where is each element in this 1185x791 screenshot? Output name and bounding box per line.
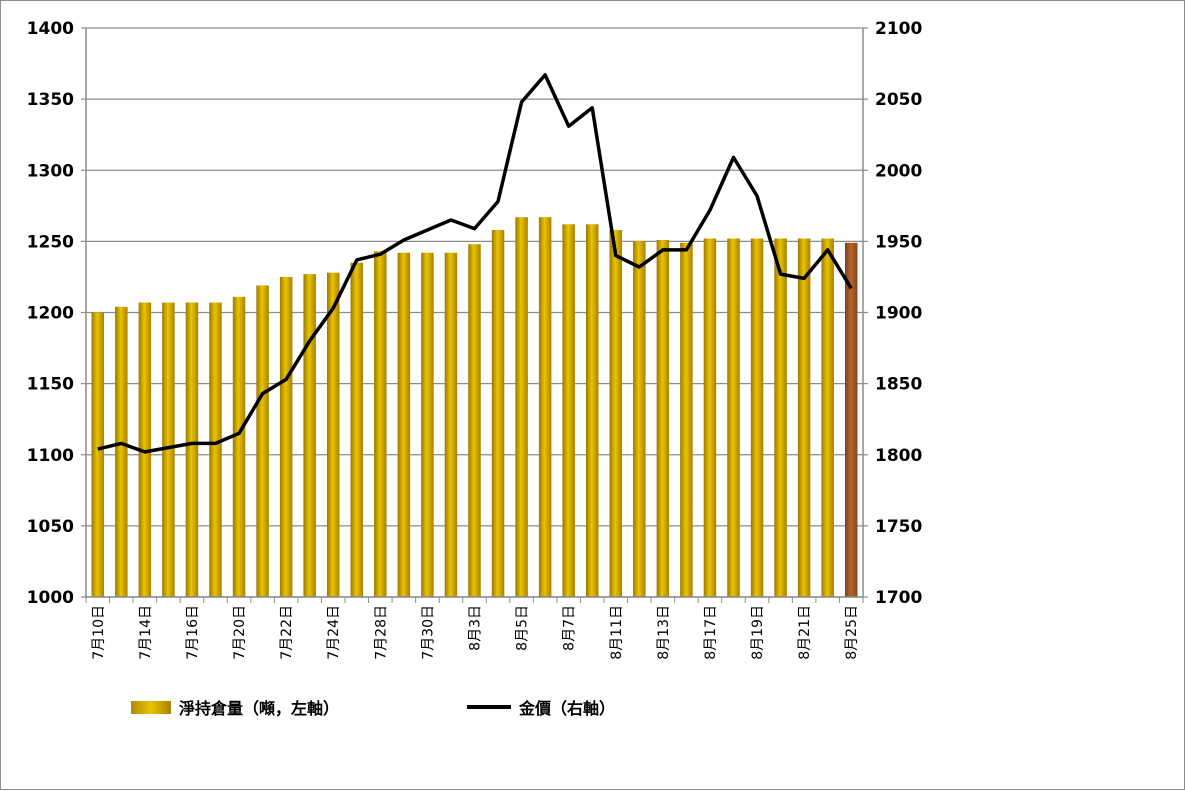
- left-axis-tick-label: 1050: [27, 517, 74, 537]
- x-axis-tick-label-group: 7月10日: [91, 605, 107, 660]
- left-axis-tick-label: 1100: [27, 446, 74, 466]
- bar-net-holdings: [468, 244, 481, 597]
- legend-line-label: 金價（右軸）: [519, 699, 616, 718]
- legend-bar-label: 淨持倉量（噸，左軸）: [179, 699, 340, 718]
- x-axis-tick-label-group: 8月19日: [750, 605, 766, 660]
- bar-net-holdings: [727, 238, 740, 597]
- x-axis-tick-label-group: 8月7日: [562, 605, 578, 651]
- right-axis-tick-label: 1700: [875, 588, 922, 608]
- bar-net-holdings: [515, 217, 528, 597]
- left-axis-tick-label: 1250: [27, 232, 74, 252]
- bar-net-holdings: [162, 302, 175, 597]
- left-axis-tick-label: 1000: [27, 588, 74, 608]
- right-axis-tick-label: 1850: [875, 375, 922, 395]
- x-axis-tick-label: 8月11日: [609, 605, 625, 660]
- bar-net-holdings: [821, 238, 834, 597]
- x-axis-tick-label: 7月30日: [420, 605, 436, 660]
- bar-net-holdings: [185, 302, 199, 597]
- bar-net-holdings: [633, 241, 646, 597]
- x-axis-tick-label: 7月28日: [373, 605, 389, 660]
- x-axis-tick-label: 8月13日: [656, 605, 672, 660]
- left-axis-tick-label: 1200: [27, 304, 74, 324]
- x-axis-tick-label-group: 8月11日: [609, 605, 625, 660]
- right-axis-tick-label: 1900: [875, 304, 922, 324]
- left-axis-tick-label: 1350: [27, 90, 74, 110]
- left-axis-tick-label: 1400: [27, 19, 74, 39]
- x-axis-tick-label-group: 8月3日: [468, 605, 484, 651]
- bar-net-holdings: [444, 252, 458, 597]
- legend-bar-swatch: [131, 700, 171, 714]
- bar-net-holdings: [538, 217, 552, 597]
- legend-item-line: 金價（右軸）: [467, 695, 615, 719]
- bar-net-holdings: [326, 272, 340, 597]
- left-axis-tick-label: 1150: [27, 375, 74, 395]
- x-axis-tick-label: 8月21日: [797, 605, 813, 660]
- bar-net-holdings: [585, 224, 599, 597]
- bar-net-holdings: [609, 229, 623, 597]
- x-axis-tick-label: 8月17日: [703, 605, 719, 660]
- x-axis-tick-label: 7月16日: [185, 605, 201, 660]
- right-axis-tick-label: 1750: [875, 517, 922, 537]
- x-axis-tick-label: 7月20日: [232, 605, 248, 660]
- x-axis-tick-label-group: 8月5日: [515, 605, 531, 651]
- bar-net-holdings: [115, 306, 128, 597]
- x-axis-tick-label-group: 7月24日: [326, 605, 342, 660]
- bar-net-holdings: [350, 262, 364, 597]
- right-axis-tick-label: 2000: [875, 161, 922, 181]
- x-axis-tick-label-group: 7月14日: [138, 605, 154, 660]
- bar-net-holdings: [397, 252, 411, 597]
- left-axis-tick-label: 1300: [27, 161, 74, 181]
- legend-line-swatch: [467, 705, 511, 709]
- legend-item-bars: 淨持倉量（噸，左軸）: [131, 695, 339, 719]
- bar-net-holdings: [256, 285, 269, 597]
- x-axis-tick-label-group: 7月30日: [420, 605, 436, 660]
- right-axis-tick-label: 2050: [875, 90, 922, 110]
- bar-net-holdings: [656, 239, 670, 597]
- bar-net-holdings: [797, 238, 811, 597]
- x-axis-tick-label: 8月19日: [750, 605, 766, 660]
- bar-net-holdings: [774, 238, 787, 597]
- gold-price-line: [97, 73, 853, 454]
- right-axis-tick-label: 1800: [875, 446, 922, 466]
- x-axis-tick-label-group: 7月16日: [185, 605, 201, 660]
- bar-net-holdings: [232, 296, 246, 597]
- x-axis-tick-label-group: 8月17日: [703, 605, 719, 660]
- bar-net-holdings: [703, 238, 717, 597]
- x-axis-tick-label: 7月10日: [91, 605, 107, 660]
- bar-net-holdings: [680, 242, 693, 598]
- x-axis-tick-label-group: 7月28日: [373, 605, 389, 660]
- x-axis-tick-label-group: 7月20日: [232, 605, 248, 660]
- x-axis-tick-label: 7月22日: [279, 605, 295, 660]
- x-axis-tick-label: 8月7日: [562, 605, 578, 651]
- bar-net-holdings: [750, 238, 764, 597]
- bar-net-holdings: [91, 312, 105, 597]
- x-axis-tick-label-group: 8月21日: [797, 605, 813, 660]
- bar-net-holdings: [491, 229, 505, 597]
- x-axis-tick-label: 8月5日: [515, 605, 531, 651]
- x-axis-tick-label-group: 8月25日: [844, 605, 860, 660]
- bar-net-holdings: [562, 224, 575, 597]
- x-axis-tick-label: 7月14日: [138, 605, 154, 660]
- bar-net-holdings: [374, 251, 387, 597]
- x-axis-tick-label-group: 7月22日: [279, 605, 295, 660]
- bar-net-holdings: [844, 242, 858, 598]
- bar-net-holdings: [303, 274, 316, 597]
- bar-net-holdings: [209, 302, 222, 597]
- right-axis-tick-label: 1950: [875, 232, 922, 252]
- right-axis-tick-label: 2100: [875, 19, 922, 39]
- bar-net-holdings: [421, 252, 434, 597]
- x-axis-tick-label-group: 8月13日: [656, 605, 672, 660]
- bar-net-holdings: [279, 276, 293, 597]
- x-axis-tick-label: 8月3日: [468, 605, 484, 651]
- x-axis-tick-label: 7月24日: [326, 605, 342, 660]
- bar-net-holdings: [138, 302, 152, 597]
- x-axis-tick-label: 8月25日: [844, 605, 860, 660]
